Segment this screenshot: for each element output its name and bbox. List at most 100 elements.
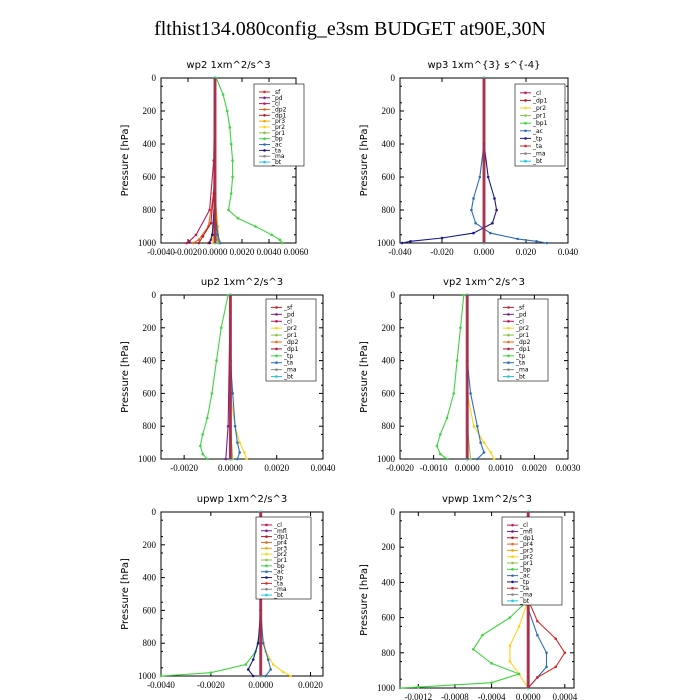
panel-title: wp2 1xm^2/s^3 [186,60,270,71]
data-point [508,660,512,663]
legend-entry: _bp1 [532,120,548,127]
y-tick-label: 800 [143,638,157,648]
panel-title: up2 1xm^2/s^3 [201,277,283,288]
legend-entry: _dp1 [271,112,287,119]
legend-marker [265,535,268,538]
data-point [482,441,486,444]
legend-marker [507,361,510,365]
y-tick-label: 200 [382,323,396,333]
legend-entry: _cl [515,318,524,325]
legend-marker [511,561,514,565]
series-line-ac [470,78,548,244]
legend-marker [263,160,266,164]
x-tick-label: -0.0040 [147,247,175,257]
legend-entry: _pr1 [271,130,285,137]
data-point [197,238,201,241]
legend-marker [511,599,514,603]
plot-frame [160,294,324,460]
x-tick-label: 0.0020 [298,680,323,690]
legend-marker [507,375,510,378]
data-point [229,192,233,195]
x-tick-label: 0.0040 [257,247,282,257]
x-tick-label: -0.040 [388,247,412,257]
legend-marker [275,333,278,337]
data-point [517,625,521,628]
data-point [536,676,539,679]
data-point [517,672,521,676]
legend-entry: _ma [519,592,533,599]
legend-entry: _bt [273,592,284,599]
data-point [188,240,191,243]
legend-marker [263,154,266,158]
legend-marker [507,347,510,351]
data-point [435,444,439,448]
data-point [192,241,195,245]
series-line-cl [186,77,216,244]
legend-entry: _dp1 [515,346,531,353]
legend-marker [265,564,268,568]
panel-2: wp3 1xm^{3} s^{-4} Pressure [hPa] 0 200 400 6… [359,60,579,257]
data-point [221,93,225,96]
legend-marker [263,131,266,135]
legend-marker [263,149,266,152]
x-tick-label: -0.020 [430,247,454,257]
panel-3: up2 1xm^2/s^3 Pressure [hPa] 0 200 400 600 800… [120,277,336,473]
y-tick-label: 400 [382,577,396,587]
data-point [208,241,211,245]
plot-frame [160,511,324,677]
legend-marker [524,129,527,133]
data-point [229,142,233,146]
y-tick-label: 0 [152,290,157,300]
legend-marker [511,586,514,590]
legend-entry: _tp [519,579,529,586]
legend-marker [511,580,514,584]
y-tick-label: 200 [143,323,157,333]
legend-marker [275,326,278,330]
legend-marker [265,587,268,591]
legend-entry: _bt [532,158,543,165]
legend-marker [263,137,266,140]
figure-title: flthist134.080config_e3sm BUDGET at90E,3… [154,18,546,40]
legend-entry: _pd [515,311,527,318]
y-axis-label: Pressure [hPa] [120,125,131,197]
y-tick-label: 800 [382,648,396,658]
legend-box [514,83,566,167]
data-point [205,457,209,461]
data-point [490,662,493,665]
y-tick-label: 800 [382,205,396,215]
data-point [251,674,255,678]
data-point [236,457,239,461]
legend-marker [263,114,266,117]
legend-entry: _pr3 [271,118,285,125]
legend-box [497,298,549,382]
data-point [281,241,284,245]
y-tick-label: 400 [143,573,157,583]
data-point [238,441,241,444]
x-tick-label: 0.0040 [311,463,336,473]
legend-marker [507,354,510,358]
legend-entry: _ac [532,128,543,135]
data-point [545,241,549,245]
legend-entry: _dp2 [515,339,531,346]
legend-entry: _bp [271,136,283,143]
y-tick-label: 1000 [377,454,396,464]
legend-entry: _ac [271,142,282,149]
data-point [495,208,498,212]
data-point [254,225,257,228]
series-line-pr2 [466,295,495,460]
data-point [159,674,163,678]
series-line-bp [160,512,262,677]
legend-marker [263,90,266,94]
data-point [269,668,272,671]
x-tick-label: 0.020 [516,247,537,257]
x-tick-label: -0.0040 [147,680,175,690]
legend-marker [265,570,268,573]
x-tick-label: 0.0020 [264,463,289,473]
data-point [201,452,204,456]
data-point [281,670,285,674]
y-tick-label: 1000 [138,454,157,464]
legend-entry: _sf [271,89,281,96]
data-point [545,651,548,655]
data-point [278,238,282,241]
